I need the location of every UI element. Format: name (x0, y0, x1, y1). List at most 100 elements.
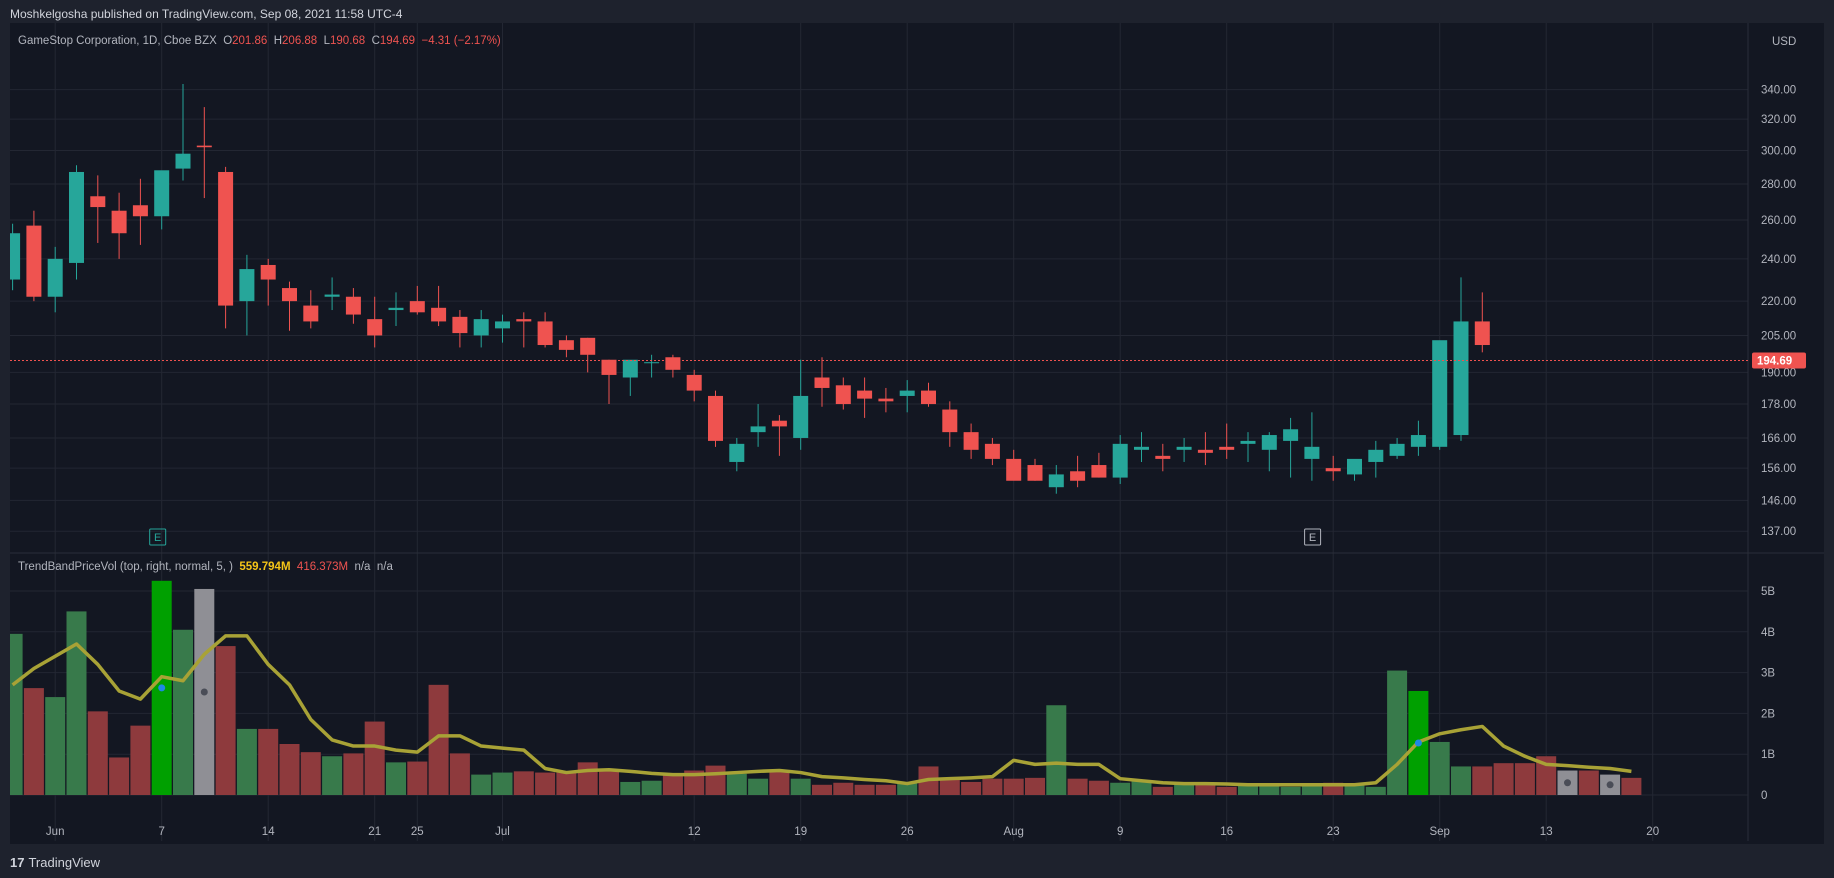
earnings-marker-icon[interactable] (1304, 528, 1322, 546)
currency-label: USD (1772, 36, 1796, 48)
volume-bar (1621, 777, 1642, 795)
volume-bar (662, 774, 683, 795)
publish-info: Moshkelgosha published on TradingView.co… (10, 7, 403, 21)
price-tick-label: 190.00 (1761, 367, 1796, 379)
candle-body (771, 420, 787, 427)
candle-body (218, 171, 234, 306)
candle-body (69, 171, 84, 263)
volume-bar (1025, 777, 1045, 795)
candle-body (1453, 321, 1469, 436)
time-tick-label: Aug (1003, 826, 1023, 838)
tradingview-brand: TradingView (28, 855, 101, 870)
time-tick-label: Jul (495, 826, 510, 838)
volume-bar (1174, 783, 1195, 795)
time-tick-label: 13 (1540, 826, 1553, 838)
earnings-marker-label: E (1309, 532, 1316, 544)
candle-body (644, 362, 660, 364)
volume-bar (492, 772, 513, 795)
low-value: 190.68 (330, 35, 366, 47)
volume-bar (684, 770, 705, 795)
candle-body (154, 170, 170, 217)
chart-area[interactable]: 340.00 320.00 300.00 280.00 260.00 240.00 220.… (10, 23, 1824, 844)
time-tick-label: 9 (1117, 826, 1123, 838)
volume-bar (300, 752, 321, 795)
close-value: 194.69 (379, 35, 416, 47)
volume-bar (705, 765, 726, 795)
volume-bar (1387, 670, 1408, 795)
candle-body (1155, 455, 1171, 459)
candle-body (175, 153, 191, 169)
time-tick-label: Sep (1429, 826, 1449, 838)
candle-body (516, 319, 532, 322)
candle-body (1219, 446, 1235, 450)
volume-bar (10, 633, 23, 795)
candle-body (239, 269, 255, 302)
candle-body (963, 432, 979, 450)
time-tick-label: Jun (46, 826, 65, 838)
candle-body (1474, 321, 1490, 346)
time-tick-label: 26 (901, 826, 914, 838)
candle-body (1048, 474, 1064, 488)
candle-body (1091, 465, 1107, 478)
last-price-label: 194.69 (1757, 356, 1792, 368)
low-label: L (323, 35, 331, 47)
volume-bar (23, 688, 44, 795)
price-tick-label: 137.00 (1761, 526, 1796, 538)
candle-body (1070, 471, 1086, 481)
volume-neutral-dot (1606, 781, 1614, 789)
candle-body (793, 395, 809, 438)
volume-bar (854, 784, 875, 795)
plot-background (10, 23, 1748, 841)
volume-tick-label: 4B (1761, 627, 1775, 639)
volume-bar (1280, 786, 1301, 795)
candle-body (750, 426, 766, 433)
candle-body (1027, 465, 1043, 481)
candle-body (10, 233, 21, 280)
volume-signal-dot (1414, 739, 1422, 747)
volume-bar (748, 778, 769, 795)
chart-canvas[interactable]: 340.00 320.00 300.00 280.00 260.00 240.00 220.… (10, 23, 1824, 844)
earnings-marker-icon[interactable] (149, 528, 167, 546)
change-value: −4.31 (−2.17%) (421, 35, 501, 47)
candle-body (409, 301, 425, 313)
price-tick-label: 146.00 (1761, 495, 1796, 507)
time-tick-label: 19 (794, 826, 807, 838)
candle-body (90, 196, 106, 208)
time-tick-label: 16 (1220, 826, 1233, 838)
candle-body (729, 443, 745, 462)
volume-tick-label: 5B (1761, 586, 1775, 598)
candle-body (1304, 446, 1320, 459)
volume-bar (1152, 786, 1173, 795)
price-tick-label: 320.00 (1761, 114, 1796, 126)
volume-bar (279, 744, 300, 795)
candle-body (431, 307, 447, 322)
volume-bar (1046, 705, 1067, 795)
candle-body (1410, 435, 1426, 447)
price-tick-label: 340.00 (1761, 85, 1796, 97)
tradingview-logo[interactable]: 17 TradingView (10, 855, 100, 870)
volume-bar (875, 784, 896, 795)
volume-bar (343, 753, 364, 795)
candle-body (324, 294, 340, 297)
time-tick-label: 7 (158, 826, 164, 838)
volume-bar (109, 757, 130, 795)
candle-body (814, 377, 830, 388)
volume-bar (556, 772, 577, 795)
candle-body (984, 443, 1000, 459)
open-label: O (223, 35, 233, 47)
close-label: C (371, 35, 380, 47)
high-value: 206.88 (282, 35, 318, 47)
last-price-badge (1752, 352, 1806, 369)
volume-bar (1472, 766, 1493, 795)
volume-bar (236, 728, 257, 795)
candle-body (1134, 446, 1149, 450)
candle-body (26, 225, 42, 297)
volume-bar (1514, 763, 1535, 795)
volume-bar (1238, 784, 1258, 795)
volume-bar (258, 728, 279, 795)
indicator-value-2: 416.373M (296, 561, 349, 573)
volume-bar (939, 777, 960, 795)
price-tick-label: 166.00 (1761, 433, 1796, 445)
indicator-value-4: n/a (376, 561, 393, 573)
volume-bar (1067, 778, 1088, 795)
